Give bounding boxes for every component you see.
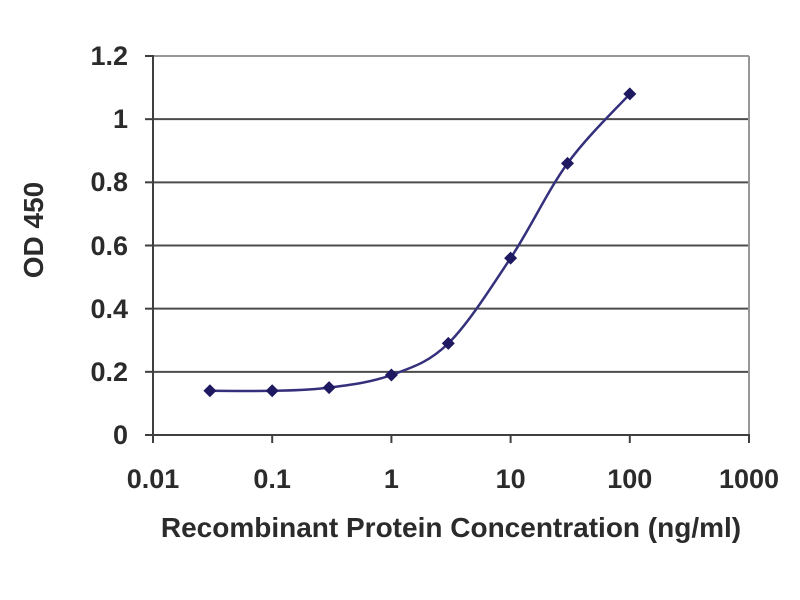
y-tick-label: 1.2 [90,41,128,71]
data-point-marker [322,381,336,395]
y-tick-label: 0.8 [90,167,128,198]
y-tick-label: 0.2 [90,356,128,387]
series-line [209,93,631,393]
x-tick-label: 100 [607,464,653,494]
y-tick-label: 0.6 [90,230,128,261]
x-tick-label: 1000 [718,464,780,494]
data-point-marker [504,251,518,265]
y-tick-label: 0.4 [90,293,128,324]
x-tick-label: 10 [495,464,526,494]
x-tick-label: 0.01 [126,464,180,494]
data-point-marker [203,384,217,398]
y-tick-label: 1 [112,104,128,135]
data-point-marker [441,336,455,350]
x-tick-label: 0.1 [253,464,291,494]
x-tick-label: 1 [383,464,399,494]
data-point-marker [384,368,398,382]
data-point-marker [561,156,574,170]
y-axis-title: OD 450 [18,181,49,279]
data-point-marker [265,384,279,398]
data-point-marker [623,87,637,101]
x-axis-title: Recombinant Protein Concentration (ng/ml… [160,512,742,543]
y-tick-label: 0 [112,420,128,450]
